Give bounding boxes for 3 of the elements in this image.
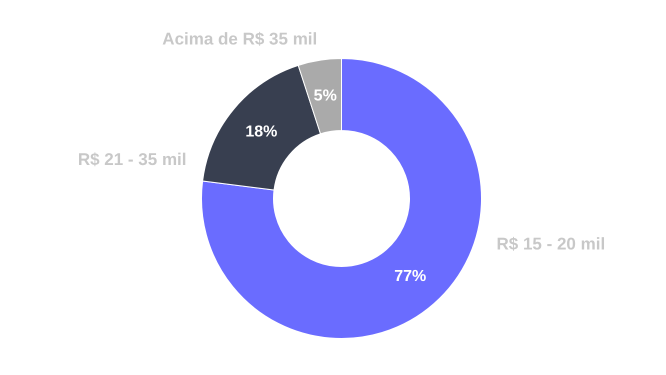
data-label: 18% [245, 124, 278, 141]
data-label: 77% [394, 268, 426, 286]
data-label: 5% [314, 87, 337, 104]
